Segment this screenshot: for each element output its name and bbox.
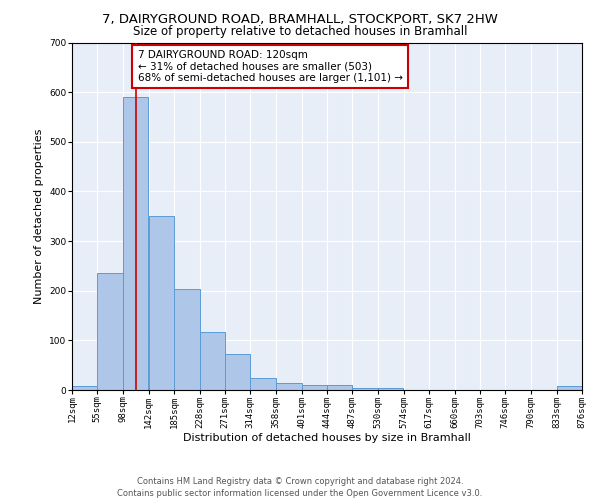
Bar: [97, 274, 123, 390]
Bar: [149, 216, 174, 390]
Text: Size of property relative to detached houses in Bramhall: Size of property relative to detached ho…: [133, 25, 467, 38]
Text: 7 DAIRYGROUND ROAD: 120sqm
← 31% of detached houses are smaller (503)
68% of sem: 7 DAIRYGROUND ROAD: 120sqm ← 31% of deta…: [137, 50, 403, 83]
Bar: [557, 386, 582, 390]
Bar: [276, 382, 302, 390]
Text: 7, DAIRYGROUND ROAD, BRAMHALL, STOCKPORT, SK7 2HW: 7, DAIRYGROUND ROAD, BRAMHALL, STOCKPORT…: [102, 12, 498, 26]
Bar: [250, 378, 275, 390]
Bar: [378, 388, 403, 390]
Bar: [327, 385, 352, 390]
Bar: [174, 289, 199, 390]
Bar: [352, 388, 378, 390]
Bar: [302, 385, 327, 390]
Bar: [123, 97, 148, 390]
Bar: [225, 354, 250, 390]
Text: Contains HM Land Registry data © Crown copyright and database right 2024.
Contai: Contains HM Land Registry data © Crown c…: [118, 476, 482, 498]
X-axis label: Distribution of detached houses by size in Bramhall: Distribution of detached houses by size …: [183, 434, 471, 444]
Y-axis label: Number of detached properties: Number of detached properties: [34, 128, 44, 304]
Bar: [72, 386, 97, 390]
Bar: [199, 332, 225, 390]
